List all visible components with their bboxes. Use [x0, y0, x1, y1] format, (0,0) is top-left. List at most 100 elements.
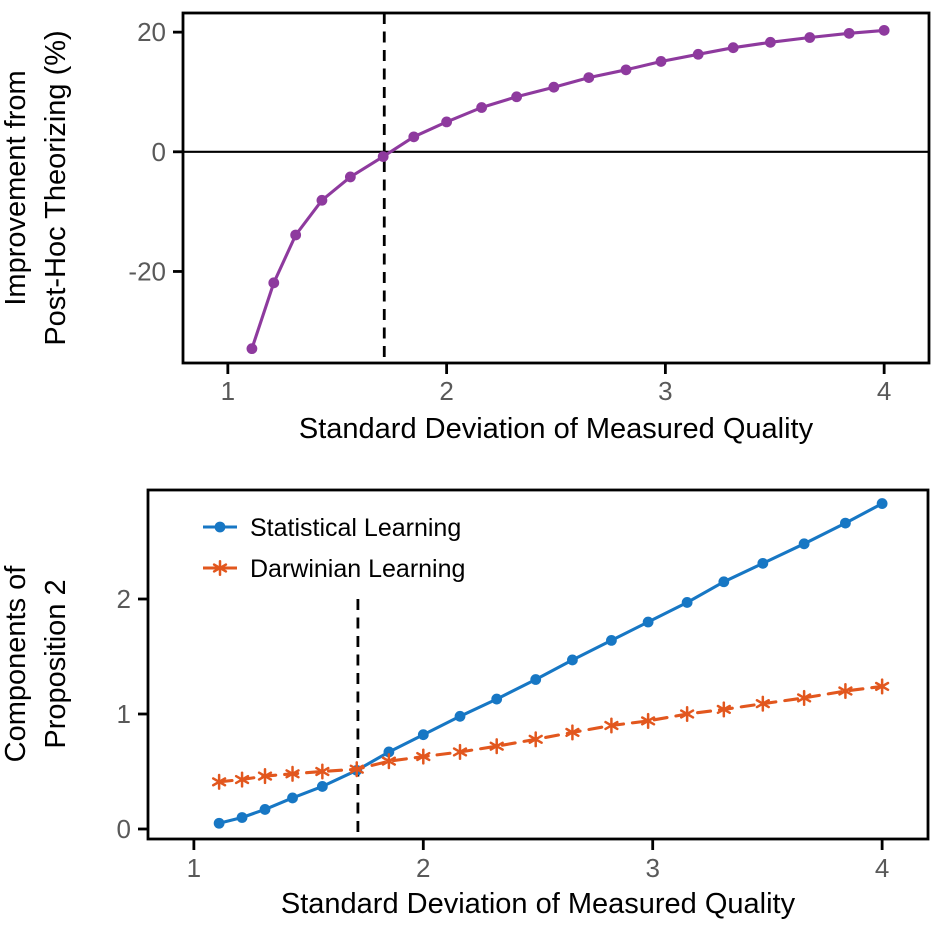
asterisk-arm — [755, 699, 770, 709]
circle-marker — [377, 151, 389, 162]
chart-components: 0 1 2 1 2 3 4 Standard Deviation of Measured Qu… — [0, 488, 930, 920]
series-markers-statistical-learning — [213, 498, 888, 829]
legend-item-darwinian-learning: Darwinian Learning — [203, 555, 465, 583]
circle-marker — [213, 817, 225, 829]
asterisk-marker — [796, 689, 812, 706]
axis-box — [181, 11, 931, 365]
legend-circle-marker — [214, 521, 226, 533]
y-axis-label-line: Post-Hoc Theorizing (%) — [40, 30, 72, 345]
asterisk-arm — [640, 716, 656, 726]
circle-marker — [408, 131, 420, 143]
asterisk-marker — [716, 701, 731, 718]
x-tick-label: 4 — [875, 853, 889, 883]
asterisk-arm — [416, 751, 431, 762]
circle-marker — [655, 56, 667, 67]
asterisk-arm — [679, 709, 695, 719]
y-tick-label: 20 — [137, 17, 166, 47]
series-markers-improvement-from-post-hoc-theorizing — [246, 24, 890, 355]
circle-marker — [764, 36, 776, 48]
legend-item-statistical-learning: Statistical Learning — [203, 514, 461, 542]
circle-marker — [268, 277, 280, 289]
plot-area — [148, 490, 928, 839]
asterisk-marker — [257, 768, 273, 785]
legend-label: Darwinian Learning — [250, 555, 465, 583]
asterisk-arm — [381, 756, 397, 766]
asterisk-arm — [874, 681, 890, 692]
asterisk-marker — [874, 678, 890, 695]
asterisk-arm — [212, 563, 228, 573]
asterisk-arm — [565, 727, 580, 738]
circle-marker — [316, 781, 328, 792]
asterisk-marker — [489, 738, 504, 755]
x-axis-label: Standard Deviation of Measured Quality — [281, 888, 796, 920]
circle-marker — [681, 597, 693, 608]
circle-marker — [417, 729, 429, 741]
circle-marker — [476, 102, 488, 113]
y-axis-label-line: Proposition 2 — [40, 579, 72, 748]
circle-marker — [567, 654, 578, 666]
axis-box — [146, 488, 930, 841]
asterisk-arm — [349, 764, 364, 774]
asterisk-marker — [285, 765, 300, 782]
asterisk-arm — [604, 720, 619, 731]
asterisk-arm — [234, 774, 250, 785]
asterisk-marker — [315, 763, 330, 780]
x-tick-label: 3 — [658, 376, 672, 406]
circle-marker — [642, 616, 654, 628]
circle-marker — [316, 194, 328, 206]
circle-marker — [259, 804, 271, 815]
asterisk-marker — [604, 717, 619, 734]
chart-improvement: 20 0 -20 1 2 3 4 Standard Deviation of Measured… — [0, 11, 931, 445]
circle-marker — [804, 32, 816, 43]
x-tick-label: 2 — [416, 853, 430, 883]
legend: Statistical Learning Darwinian Learning — [203, 514, 465, 583]
asterisk-arm — [716, 704, 731, 715]
asterisk-arm — [528, 734, 543, 744]
asterisk-marker — [349, 761, 364, 778]
x-tick-label: 1 — [187, 853, 201, 883]
asterisk-marker — [838, 682, 853, 700]
circle-marker — [606, 635, 617, 646]
asterisk-marker — [528, 731, 543, 748]
circle-marker — [727, 42, 739, 54]
circle-marker — [878, 24, 890, 36]
circle-marker — [620, 64, 632, 76]
circle-marker — [530, 674, 542, 685]
circle-marker — [246, 343, 258, 355]
series-markers-darwinian-learning — [211, 678, 890, 790]
circle-marker — [692, 48, 704, 60]
asterisk-arm — [285, 769, 300, 779]
legend-label: Statistical Learning — [250, 514, 461, 542]
asterisk-marker — [234, 771, 250, 788]
x-tick-label: 3 — [645, 853, 659, 883]
circle-marker — [840, 517, 851, 529]
circle-marker — [287, 792, 298, 804]
x-tick-label: 2 — [439, 376, 453, 406]
y-tick-label: 0 — [117, 814, 131, 844]
x-axis-label: Standard Deviation of Measured Quality — [299, 413, 814, 445]
legend-asterisk-marker — [212, 559, 228, 577]
circle-marker — [718, 576, 730, 588]
asterisk-arm — [489, 741, 504, 751]
y-tick-label: -20 — [128, 256, 166, 286]
asterisk-marker — [640, 712, 656, 729]
asterisk-marker — [416, 748, 431, 765]
y-tick-label: 2 — [117, 584, 131, 614]
circle-marker — [798, 538, 810, 550]
y-tick-label: 1 — [117, 699, 131, 729]
asterisk-arm — [796, 693, 812, 703]
asterisk-marker — [211, 773, 227, 790]
asterisk-arm — [315, 766, 330, 777]
circle-marker — [454, 710, 466, 722]
asterisk-marker — [679, 705, 695, 723]
x-tick-label: 4 — [877, 376, 891, 406]
y-axis-label-line: Improvement from — [0, 70, 32, 305]
asterisk-arm — [838, 686, 853, 696]
circle-marker — [757, 557, 769, 569]
asterisk-arm — [257, 771, 273, 781]
circle-marker — [290, 229, 302, 241]
circle-marker — [583, 72, 595, 84]
